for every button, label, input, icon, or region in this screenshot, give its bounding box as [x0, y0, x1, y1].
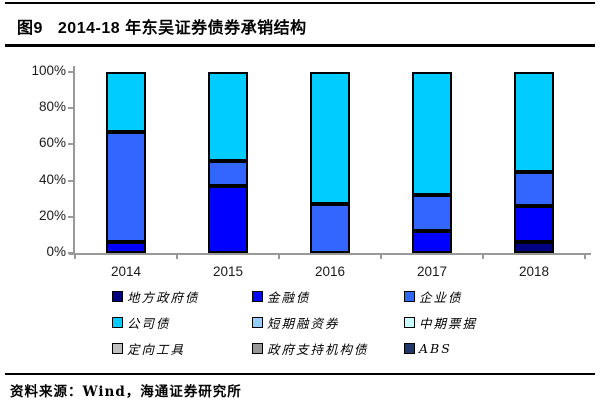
- y-axis-tick: [68, 179, 75, 182]
- legend-swatch: [112, 343, 123, 354]
- bar-segment: [514, 72, 554, 172]
- legend-label: 公司债: [127, 316, 171, 331]
- x-axis-tick: [380, 253, 382, 259]
- plot-area: 0% 20% 40% 60% 80% 100% 2014 2015 2016 2017 2018: [31, 63, 591, 279]
- legend-swatch: [404, 343, 415, 354]
- source-note: 资料来源：Wind，海通证券研究所: [10, 384, 242, 400]
- legend-item: 地方政府债: [112, 287, 252, 306]
- y-tick-label: 100%: [31, 63, 66, 78]
- legend-item: 公司债: [112, 313, 252, 332]
- bar-segment: [208, 72, 248, 161]
- x-tick-label: 2018: [518, 264, 550, 279]
- x-tick-label: 2014: [110, 264, 142, 279]
- bar-segment: [514, 205, 554, 243]
- bar-2014: [106, 72, 146, 253]
- y-tick-label: 20%: [38, 207, 66, 223]
- legend-item: 企业债: [404, 287, 477, 306]
- bar-segment: [514, 171, 554, 206]
- x-axis-line: [69, 253, 591, 255]
- legend-label: 地方政府债: [127, 290, 200, 305]
- legend-item: 金融债: [252, 287, 404, 306]
- legend-label: 短期融资券: [267, 316, 340, 331]
- legend-label: 企业债: [419, 290, 463, 305]
- bar-segment: [412, 195, 452, 232]
- y-axis-line: [73, 66, 75, 255]
- legend-item: 短期融资券: [252, 313, 404, 332]
- legend-swatch: [252, 317, 263, 328]
- x-axis-tick: [278, 253, 280, 259]
- bar-segment: [106, 72, 146, 132]
- top-rule: [5, 2, 595, 4]
- y-tick-label: 80%: [38, 99, 66, 115]
- bar-segment: [412, 231, 452, 253]
- source-separator-rule: [5, 373, 595, 375]
- legend-item: 政府支持机构债: [252, 339, 404, 358]
- y-axis-tick: [68, 107, 75, 110]
- legend-label: 定向工具: [127, 342, 186, 357]
- x-axis-tick: [74, 253, 76, 259]
- bar-2016: [310, 72, 350, 253]
- legend-swatch: [404, 291, 415, 302]
- figure-title: 图9 2014-18 年东吴证券债券承销结构: [17, 14, 307, 38]
- figure-number-label: 图9: [17, 20, 43, 37]
- bar-segment: [310, 204, 350, 253]
- x-axis-tick: [176, 253, 178, 259]
- chart-legend: 地方政府债 金融债 企业债公司债 短期融资券 中期票据定向工具 政府支持机构债 ABS: [112, 287, 477, 358]
- bar-2018: [514, 72, 554, 253]
- legend-label: ABS: [419, 341, 452, 356]
- bar-2017: [412, 72, 452, 253]
- y-axis-tick: [68, 143, 75, 146]
- bar-segment: [310, 72, 350, 205]
- bar-segment: [208, 186, 248, 253]
- y-axis-tick: [68, 71, 75, 73]
- bar-2015: [208, 72, 248, 253]
- x-tick-label: 2017: [416, 264, 448, 279]
- legend-label: 金融债: [267, 290, 311, 305]
- y-axis-tick: [68, 252, 75, 254]
- legend-item: 定向工具: [112, 339, 252, 358]
- bar-segment: [412, 72, 452, 196]
- legend-label: 中期票据: [419, 316, 478, 331]
- bar-segment: [514, 242, 554, 253]
- legend-swatch: [112, 291, 123, 302]
- legend-swatch: [404, 317, 415, 328]
- legend-item: ABS: [404, 339, 477, 358]
- legend-label: 政府支持机构债: [267, 342, 369, 357]
- bar-segment: [106, 131, 146, 243]
- bar-segment: [208, 160, 248, 187]
- figure-title-text: 2014-18 年东吴证券债券承销结构: [57, 20, 307, 37]
- legend-swatch: [252, 291, 263, 302]
- y-tick-label: 0%: [46, 244, 66, 259]
- y-tick-label: 60%: [38, 135, 66, 151]
- legend-swatch: [112, 317, 123, 328]
- x-axis-tick: [482, 253, 484, 259]
- x-tick-label: 2016: [314, 264, 346, 279]
- bar-segment: [106, 242, 146, 253]
- y-tick-label: 40%: [38, 171, 66, 187]
- y-axis-tick: [68, 215, 75, 218]
- title-separator-rule: [5, 44, 595, 47]
- legend-item: 中期票据: [404, 313, 477, 332]
- legend-swatch: [252, 343, 263, 354]
- x-axis-tick: [584, 253, 586, 259]
- x-tick-label: 2015: [212, 264, 244, 279]
